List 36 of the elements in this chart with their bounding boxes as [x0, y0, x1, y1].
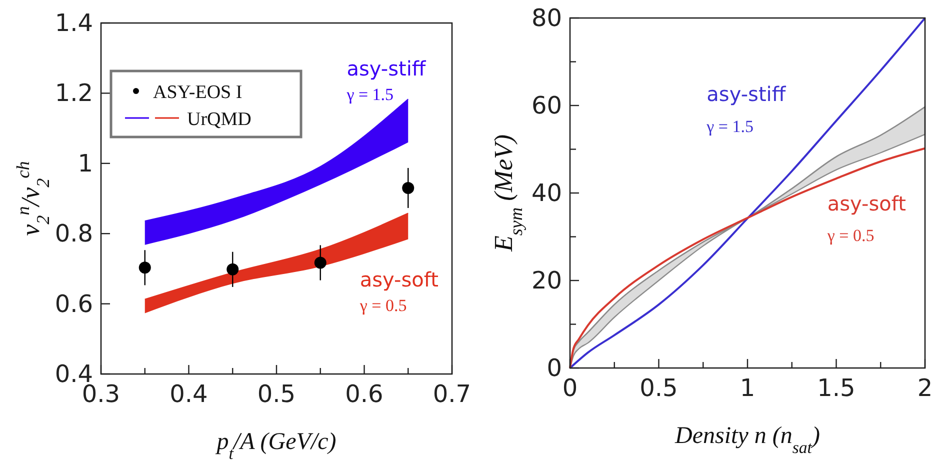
x-axis-title: Density n (n$_{sat}$): [674, 423, 820, 456]
legend-label: ASY-EOS I: [153, 82, 242, 103]
x-tick-label: 2: [917, 374, 933, 402]
x-tick-label: 0.4: [170, 380, 208, 408]
x-tick-label: 1: [740, 374, 756, 402]
annotation: asy-stiff: [346, 56, 427, 81]
y-tick-label: 20: [531, 266, 562, 294]
y-tick-label: 1.4: [54, 9, 93, 37]
annotation: γ = 0.5: [358, 296, 407, 315]
annotation: asy-stiff: [706, 82, 787, 106]
annotation: asy-soft: [360, 267, 439, 292]
y-tick-label: 60: [531, 92, 562, 120]
point: [402, 182, 414, 194]
x-tick-label: 0.7: [432, 380, 472, 408]
annotation: γ = 1.5: [346, 85, 394, 104]
annotation: γ = 0.5: [826, 226, 874, 246]
annotation: γ = 1.5: [706, 116, 754, 136]
line-series: [569, 147, 926, 369]
x-tick-label: 0.6: [345, 380, 384, 408]
line-series: [569, 17, 926, 369]
point: [226, 263, 239, 276]
y-tick-label: 1: [78, 149, 93, 178]
y-tick-label: 0.6: [54, 290, 93, 318]
y-tick-label: 0: [546, 354, 562, 382]
point: [314, 256, 326, 269]
x-tick-label: 0.5: [257, 380, 296, 408]
x-tick-label: 1.5: [817, 374, 856, 402]
y-tick-label: 40: [531, 179, 562, 207]
x-axis-title: p$_{t}$/A (GeV/c): [214, 429, 336, 462]
y-tick-label: 1.2: [54, 79, 93, 108]
x-tick-label: 0.5: [640, 374, 678, 402]
legend-label: UrQMD: [187, 109, 252, 130]
y-tick-label: 0.8: [54, 220, 93, 248]
y-tick-label: 80: [531, 4, 562, 32]
point: [138, 262, 151, 274]
annotation: asy-soft: [827, 192, 906, 216]
